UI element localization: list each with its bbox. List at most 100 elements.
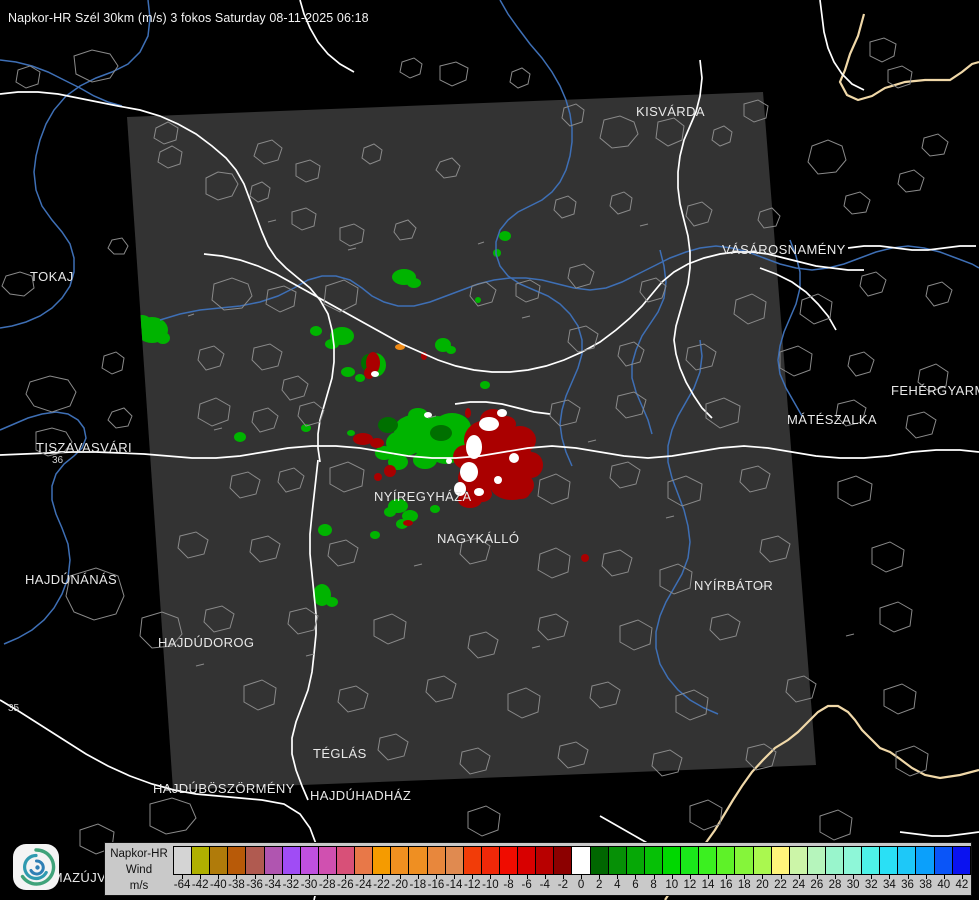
- colorbar-swatch-2: [210, 847, 229, 874]
- colorbar-tick-24: 24: [792, 879, 806, 891]
- colorbar-tickmark-2: [218, 875, 220, 879]
- colorbar-tick--38: -38: [228, 879, 245, 891]
- colorbar-tick-12: 12: [683, 879, 697, 891]
- colorbar-tickmark-38: [871, 875, 873, 879]
- colorbar-tick-6: 6: [632, 879, 639, 891]
- colorbar-tickmark-40: [907, 875, 909, 879]
- colorbar-swatch-24: [608, 847, 627, 874]
- colorbar-swatch-37: [844, 847, 863, 874]
- colorbar-swatch-5: [264, 847, 283, 874]
- colorbar-swatch-20: [536, 847, 555, 874]
- colorbar-tick--4: -4: [539, 879, 550, 891]
- colorbar-swatch-6: [282, 847, 301, 874]
- legend-title-line1: Napkor-HR: [110, 848, 168, 860]
- colorbar-swatch-9: [336, 847, 356, 874]
- colorbar-tick-0: 0: [577, 879, 585, 891]
- colorbar-tick--16: -16: [427, 879, 445, 891]
- colorbar-tickmark-16: [472, 875, 474, 879]
- colorbar-tickmark-26: [653, 875, 655, 879]
- colorbar-tick--30: -30: [300, 879, 318, 891]
- colorbar-swatch-35: [807, 847, 826, 874]
- colorbar-tick--26: -26: [336, 879, 354, 891]
- colorbar-swatch-10: [355, 847, 374, 874]
- colorbar-tickmark-17: [490, 875, 492, 879]
- colorbar-tick-26: 26: [810, 879, 824, 891]
- colorbar-tickmark-18: [508, 875, 510, 879]
- colorbar-tick-32: 32: [864, 879, 878, 891]
- city-label-t-gl-s: TÉGLÁS: [313, 746, 367, 761]
- colorbar-tick-16: 16: [719, 879, 733, 891]
- legend-title-block: Napkor-HR Wind m/s: [105, 843, 173, 894]
- colorbar-swatch-18: [499, 847, 519, 874]
- colorbar-tickmark-3: [236, 875, 238, 879]
- colorbar-swatch-25: [626, 847, 645, 874]
- colorbar-swatch-39: [880, 847, 899, 874]
- colorbar-tick--24: -24: [355, 879, 372, 891]
- colorbar-tick--36: -36: [246, 879, 263, 891]
- colorbar-tick--64: -64: [173, 879, 191, 891]
- colorbar-tickmark-39: [889, 875, 891, 879]
- colorbar-tick-4: 4: [614, 879, 621, 891]
- colorbar-tickmark-29: [708, 875, 710, 879]
- colorbar-swatch-21: [554, 847, 573, 874]
- colorbar-swatch-4: [246, 847, 265, 874]
- colorbar-tick-marks: [173, 875, 971, 879]
- colorbar-tick--12: -12: [463, 879, 481, 891]
- colorbar-tickmark-27: [671, 875, 673, 879]
- colorbar-swatch-36: [825, 847, 845, 874]
- colorbar-swatch-38: [862, 847, 881, 874]
- colorbar-tick--32: -32: [282, 879, 300, 891]
- colorbar-tickmark-10: [363, 875, 365, 879]
- colorbar-swatch-40: [898, 847, 917, 874]
- colorbar-swatch-13: [409, 847, 428, 874]
- colorbar-tick--8: -8: [503, 879, 514, 891]
- city-label-hajd-dorog: HAJDÚDOROG: [158, 635, 255, 650]
- colorbar-tickmark-13: [417, 875, 419, 879]
- colorbar-tickmark-5: [272, 875, 274, 879]
- legend-title-line3: m/s: [129, 880, 149, 892]
- colorbar-swatch-1: [192, 847, 211, 874]
- river-network: [0, 0, 979, 715]
- echo-outbound-group: [353, 352, 589, 562]
- colorbar-tick--22: -22: [373, 879, 390, 891]
- echo-max-group: [371, 371, 519, 496]
- colorbar-legend: Napkor-HR Wind m/s -64 -42 -40 -38 -36 -34 -32…: [104, 842, 972, 896]
- colorbar-tickmark-33: [780, 875, 782, 879]
- colorbar-tick--2: -2: [557, 879, 569, 891]
- colorbar-tickmark-41: [925, 875, 927, 879]
- colorbar-swatch-34: [789, 847, 808, 874]
- page-title: Napkor-HR Szél 30km (m/s) 3 fokos Saturd…: [8, 11, 369, 25]
- colorbar-tickmark-31: [744, 875, 746, 879]
- colorbar-tickmark-32: [762, 875, 764, 879]
- colorbar-swatch-32: [753, 847, 772, 874]
- colorbar-tickmark-1: [200, 875, 202, 879]
- colorbar-tickmark-24: [617, 875, 619, 879]
- colorbar-tickmark-4: [254, 875, 256, 879]
- colorbar-swatch-29: [699, 847, 718, 874]
- colorbar-tick-2: 2: [596, 879, 603, 891]
- colorbar-tickmark-30: [726, 875, 728, 879]
- road-number-36: 36: [52, 455, 64, 466]
- colorbar-swatch-27: [662, 847, 682, 874]
- city-label-ny-rb-tor: NYÍRBÁTOR: [694, 578, 774, 593]
- colorbar-tickmark-35: [816, 875, 818, 879]
- echo-orange-cell: [395, 344, 405, 350]
- colorbar-swatch-3: [228, 847, 247, 874]
- colorbar-tick-28: 28: [828, 879, 842, 891]
- colorbar-swatch-14: [427, 847, 446, 874]
- colorbar-swatch-30: [717, 847, 736, 874]
- colorbar-swatch-41: [916, 847, 935, 874]
- colorbar-tickmark-19: [526, 875, 528, 879]
- colorbar-swatch-42: [934, 847, 953, 874]
- colorbar-tick-8: 8: [650, 879, 657, 891]
- colorbar-tickmark-34: [798, 875, 800, 879]
- colorbar-tick--20: -20: [391, 879, 409, 891]
- colorbar-tick-20: 20: [756, 879, 769, 891]
- colorbar-tick--42: -42: [191, 879, 209, 891]
- colorbar-tickmark-8: [327, 875, 329, 879]
- colorbar-swatch-11: [373, 847, 392, 874]
- colorbar-swatch-26: [644, 847, 663, 874]
- colorbar-tick--40: -40: [210, 879, 227, 891]
- colorbar-tickmark-14: [435, 875, 437, 879]
